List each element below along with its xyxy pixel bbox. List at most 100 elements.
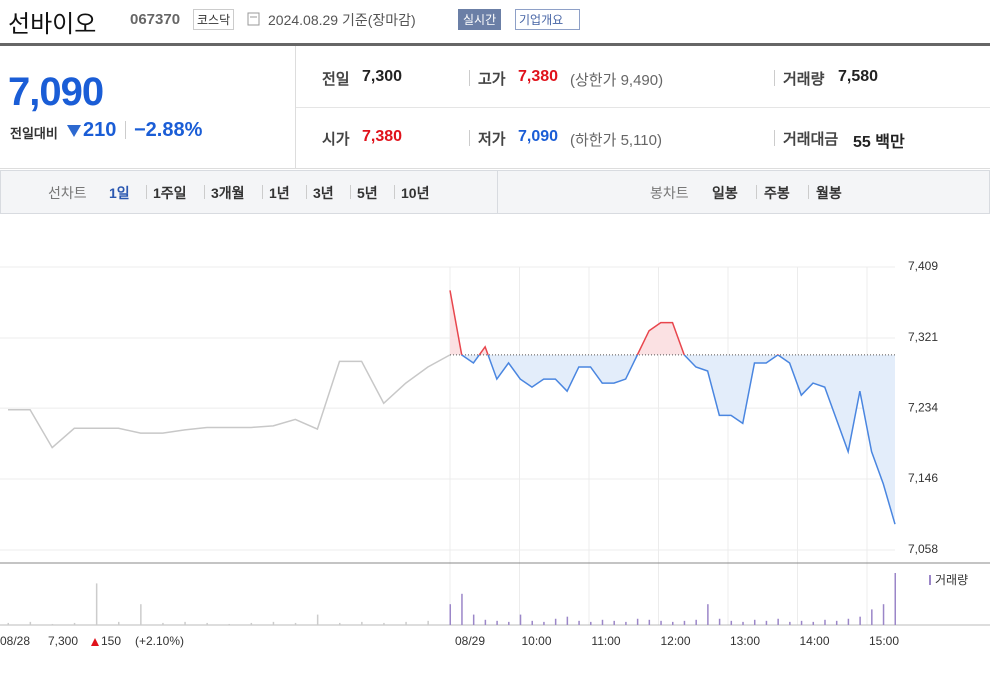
tab-separator [394, 185, 395, 199]
tab[interactable]: 주봉 [764, 185, 790, 201]
volume-bar [800, 620, 803, 625]
volume-bar [427, 620, 429, 625]
info-value: 7,580 [838, 68, 879, 85]
volume-bar [531, 620, 533, 625]
toolbar-separator [497, 171, 498, 213]
volume-bar [601, 619, 604, 625]
volume-bar [566, 616, 569, 625]
today-line-up [449, 290, 780, 355]
volume-bar [294, 622, 297, 625]
row-line [296, 168, 990, 169]
volume-bar [496, 620, 498, 625]
volume-bar [636, 618, 639, 625]
volume-bar [882, 604, 885, 625]
info-label: 시가 [322, 131, 350, 148]
separator [469, 130, 470, 146]
volume-bar [484, 619, 487, 625]
change: 210 [83, 119, 117, 141]
info-label: 고가 [478, 71, 506, 88]
volume-bar [730, 620, 733, 625]
volume-bar [543, 621, 545, 625]
tab[interactable]: 1주일 [153, 185, 187, 201]
volume-bar [206, 622, 208, 625]
volume-bar [648, 619, 651, 625]
volume-bar [695, 619, 697, 625]
tab-separator [808, 185, 809, 199]
tab[interactable]: 3개월 [211, 185, 245, 201]
volume-bar [339, 622, 341, 625]
tab[interactable]: 5년 [357, 185, 378, 201]
up-arrow [91, 638, 99, 646]
tab-separator [146, 185, 147, 199]
x-tick-label: 08/28 [0, 634, 30, 648]
volume-bar [777, 618, 779, 625]
prev-close: 7,300 [48, 634, 78, 648]
volume-bar [118, 621, 120, 625]
company-dropdown[interactable]: 기업개요 [515, 9, 581, 30]
tab[interactable]: 3년 [313, 185, 334, 201]
info-value: 7,380 [362, 128, 403, 145]
volume-bar [449, 604, 451, 625]
info-value: 7,090 [518, 128, 559, 145]
volume-bar [228, 623, 230, 625]
volume-bar [361, 621, 363, 625]
today-line-down [460, 354, 896, 525]
y-tick-label: 7,234 [908, 400, 938, 414]
tab-separator [756, 185, 757, 199]
tab-separator [306, 185, 307, 199]
volume-bar [461, 593, 463, 625]
y-tick-label: 7,146 [908, 471, 938, 485]
volume-bar [29, 621, 32, 625]
info-label: 거래대금 [783, 131, 839, 148]
x-tick-label: 15:00 [869, 634, 899, 648]
prev-line [8, 354, 451, 449]
row-line [296, 107, 990, 108]
tab[interactable]: 월봉 [816, 185, 842, 201]
change-rate: −2.88% [134, 119, 203, 141]
market-badge: 코스닥 [193, 9, 235, 30]
volume-bar [184, 621, 186, 625]
info-value: 7,300 [362, 68, 403, 85]
volume-bar [140, 604, 142, 625]
x-tick-label: 12:00 [660, 634, 690, 648]
volume-bar [625, 621, 627, 625]
volume-bar [683, 620, 686, 625]
tab[interactable]: 1일 [109, 185, 130, 201]
separator [774, 70, 775, 86]
area-down [461, 354, 895, 525]
separator [469, 70, 470, 86]
volume-bar [824, 619, 826, 625]
tab-separator [350, 185, 351, 199]
tab[interactable]: 일봉 [712, 185, 738, 201]
volume-bar [835, 620, 838, 625]
volume-bar [519, 614, 522, 625]
y-tick-label: 7,409 [908, 259, 938, 273]
tab[interactable]: 1년 [269, 185, 290, 201]
volume-bar [707, 604, 709, 625]
x-tick-label: 14:00 [799, 634, 829, 648]
volume-bar [871, 609, 873, 625]
volume-bar [812, 621, 815, 625]
info-value: 55 백만 [853, 134, 905, 151]
volume-bar [894, 573, 896, 625]
volume-bar [7, 622, 9, 625]
volume-bar [405, 621, 407, 625]
toolbar [0, 170, 990, 214]
date: 2024.08.29 기준(장마감) [268, 12, 416, 28]
down-arrow [67, 125, 81, 137]
separator [125, 121, 126, 139]
volume-bar [250, 622, 253, 625]
tab-label: 봉차트 [650, 185, 689, 201]
volume-bar [73, 622, 76, 625]
volume-bar [95, 583, 98, 625]
tab[interactable]: 10년 [401, 185, 430, 201]
volume-bar [472, 614, 475, 625]
change-label: 전일대비 [10, 126, 58, 141]
realtime-button[interactable]: 실시간 [458, 9, 502, 30]
volume-bar [272, 621, 275, 625]
volume-bar [859, 616, 861, 625]
prev-rate: (+2.10%) [135, 634, 184, 648]
area-up [450, 290, 895, 355]
